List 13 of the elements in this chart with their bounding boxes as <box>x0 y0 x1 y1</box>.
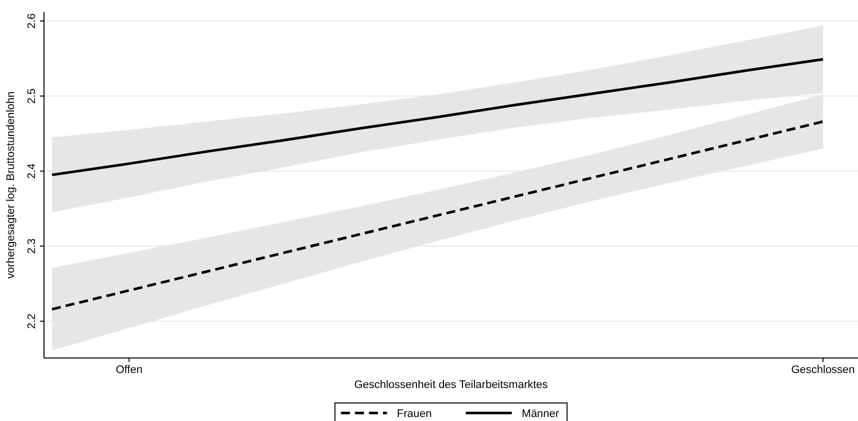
y-tick-label: 2.5 <box>26 88 38 104</box>
x-axis-title: Geschlossenheit des Teilarbeitsmarktes <box>354 379 548 391</box>
y-axis-title: vorhergesagter log. Bruttostundenlohn <box>5 91 17 279</box>
x-tick-label: Offen <box>116 364 142 376</box>
y-tick-label: 2.4 <box>26 163 38 179</box>
line-series <box>50 120 824 311</box>
legend-label: Männer <box>522 408 560 420</box>
y-tick-label: 2.6 <box>26 13 38 29</box>
line-series <box>50 58 824 176</box>
y-tick-label: 2.3 <box>26 238 38 254</box>
x-tick-label: Geschlossen <box>791 364 855 376</box>
legend-label: Frauen <box>396 408 432 420</box>
y-tick-label: 2.2 <box>26 314 38 329</box>
